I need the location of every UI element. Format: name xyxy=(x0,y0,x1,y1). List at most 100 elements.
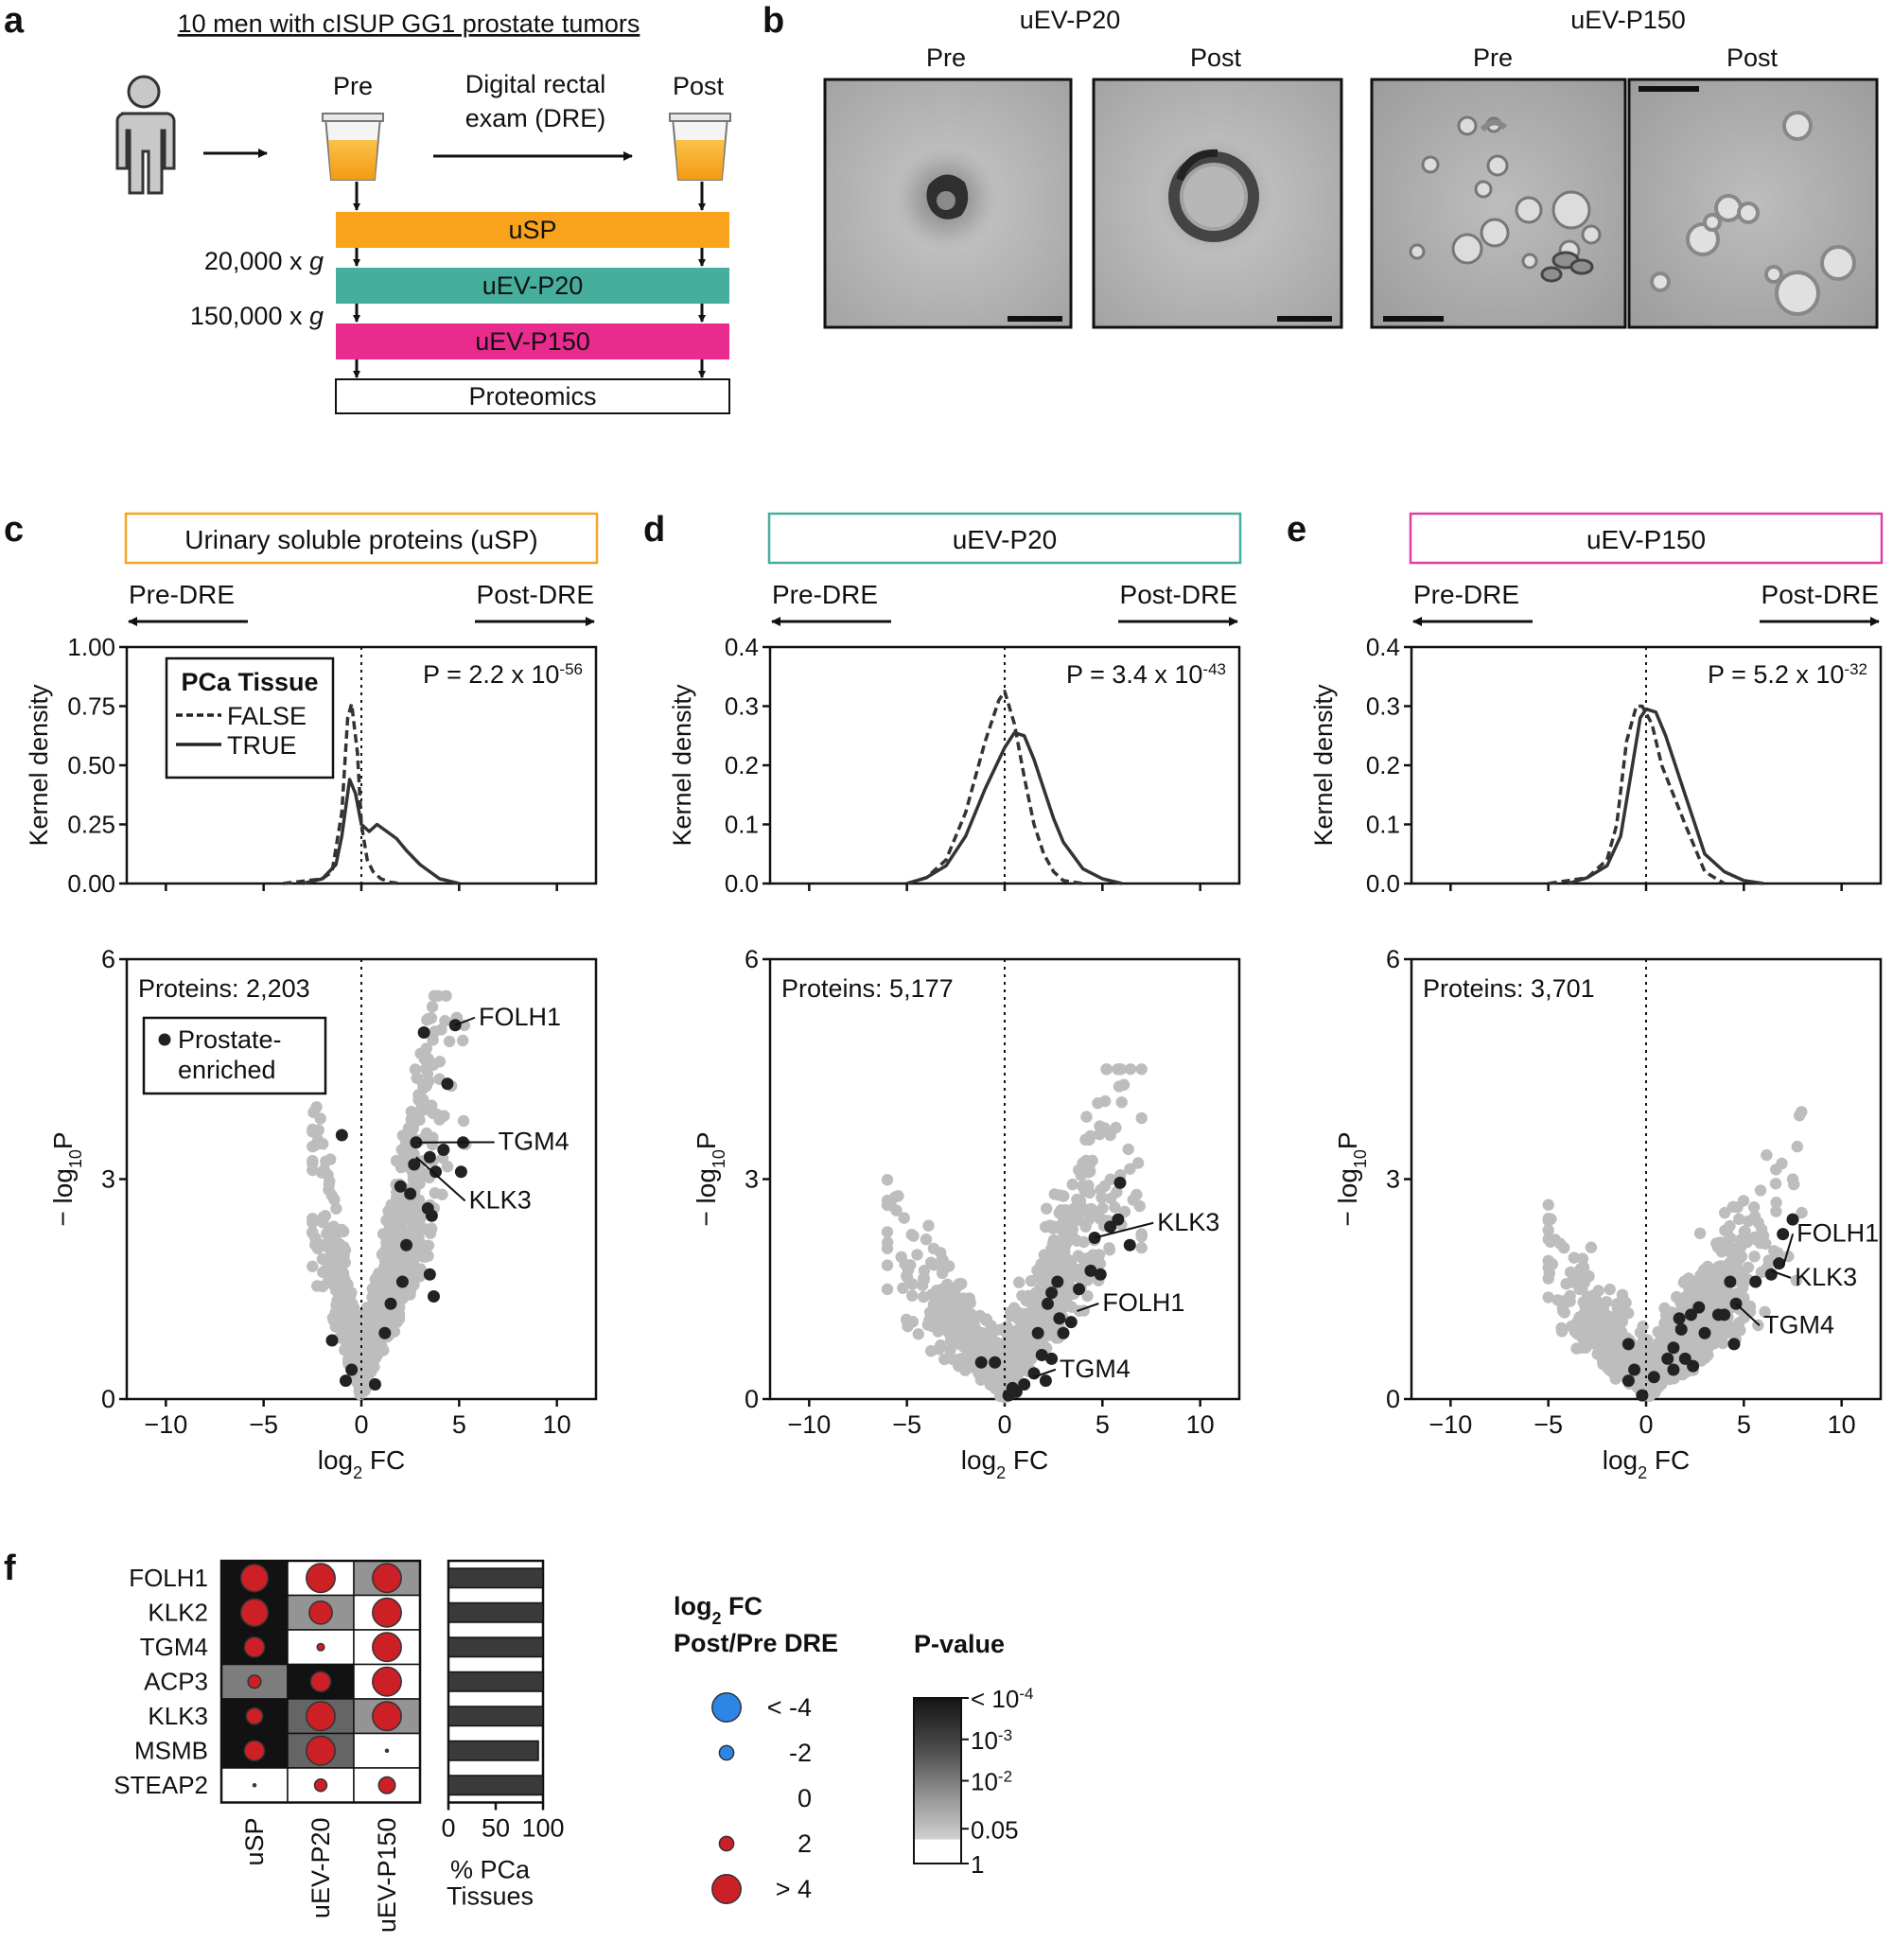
protein-point xyxy=(1699,1352,1711,1364)
protein-point xyxy=(1716,1337,1729,1350)
kde-legend-box xyxy=(165,656,335,779)
volcano-ylabel: − log10P xyxy=(1333,1131,1370,1226)
protein-point xyxy=(1055,1204,1067,1216)
protein-point xyxy=(1687,1341,1699,1355)
prostate-enriched-point xyxy=(1667,1363,1680,1376)
panel-letter-d: d xyxy=(643,510,665,550)
protein-point xyxy=(307,1213,319,1225)
volcano-xtick-label: 5 xyxy=(452,1410,466,1439)
process-bars: uSP uEV-P20 uEV-P150 Proteomics xyxy=(335,212,730,414)
protein-point xyxy=(1131,1157,1145,1169)
protein-point xyxy=(941,1278,954,1291)
protein-point xyxy=(1135,1231,1148,1243)
protein-point xyxy=(1013,1276,1025,1288)
protein-point xyxy=(402,1122,415,1134)
protein-point xyxy=(314,1112,326,1125)
protein-point xyxy=(1756,1223,1768,1235)
panel-header-title: Urinary soluble proteins (uSP) xyxy=(184,525,538,554)
volcano-xtick-label: 5 xyxy=(1737,1410,1751,1439)
volcano-ytick-label: 0 xyxy=(101,1385,115,1413)
protein-point xyxy=(1025,1274,1038,1287)
protein-point xyxy=(1038,1249,1051,1261)
prostate-enriched-point xyxy=(1027,1367,1041,1380)
size-legend-label: 0 xyxy=(798,1784,812,1812)
prostate-enriched-point xyxy=(404,1187,417,1200)
protein-point xyxy=(1606,1350,1620,1362)
pvalue-legend-title: P-value xyxy=(914,1630,1005,1658)
ylabel-part: − log xyxy=(692,1168,721,1227)
kde-pvalue: P = 2.2 x 10-56 xyxy=(423,660,583,690)
protein-point xyxy=(1105,1192,1117,1205)
pvalue-base: P = 2.2 x 10 xyxy=(423,660,559,689)
volcano-xtick-label: 0 xyxy=(1639,1410,1653,1439)
protein-point xyxy=(347,1337,360,1349)
panel-b: uEV-P20 uEV-P150 Pre Post Pre Post xyxy=(823,6,1879,329)
protein-point xyxy=(1748,1251,1761,1263)
protein-point xyxy=(967,1339,979,1352)
protein-point xyxy=(329,1247,342,1259)
pre-dre-label: Pre-DRE xyxy=(772,580,878,609)
protein-point xyxy=(1065,1265,1078,1277)
protein-point xyxy=(1747,1201,1761,1214)
g150-label: 150,000 x g xyxy=(190,302,324,330)
prostate-enriched-point xyxy=(368,1378,381,1391)
protein-point xyxy=(1542,1199,1554,1211)
prostate-enriched-point xyxy=(400,1238,413,1251)
panel-header-box xyxy=(124,512,599,565)
protein-point xyxy=(1094,1120,1106,1132)
prostate-enriched-point xyxy=(1647,1371,1660,1384)
panel-f: FOLH1 KLK2 TGM4 ACP3 KLK3 MSMB STEAP2 uSP uEV-P2… xyxy=(114,1559,1033,1934)
protein-point xyxy=(400,1212,412,1225)
size-legend-part: log xyxy=(674,1592,712,1620)
protein-point xyxy=(1583,1269,1595,1283)
kde-ytick-label: 0.1 xyxy=(725,811,759,839)
protein-point xyxy=(1047,1222,1060,1234)
protein-point xyxy=(1734,1234,1746,1246)
prostate-enriched-point xyxy=(384,1297,397,1310)
prostate-enriched-point xyxy=(1667,1341,1680,1355)
protein-point xyxy=(408,1279,420,1291)
protein-point xyxy=(1616,1349,1629,1362)
pvalue-exponent: -32 xyxy=(1844,660,1867,678)
protein-point xyxy=(881,1242,894,1254)
tem-image-p150-pre xyxy=(1370,78,1627,329)
protein-point xyxy=(1104,1129,1116,1142)
volcano-xtick-label: −5 xyxy=(1534,1410,1563,1439)
protein-point xyxy=(1564,1295,1576,1307)
protein-point xyxy=(1678,1275,1691,1287)
fold-change-dot xyxy=(372,1597,402,1628)
protein-point xyxy=(1542,1291,1554,1304)
volcano-xlabel: log2 FC xyxy=(961,1445,1049,1482)
protein-point xyxy=(1713,1236,1726,1250)
protein-point xyxy=(911,1249,923,1261)
protein-point xyxy=(1081,1289,1094,1303)
xlabel-part: log xyxy=(1603,1445,1638,1475)
prostate-enriched-point xyxy=(441,1077,454,1091)
gene-label-leader xyxy=(454,1016,476,1026)
protein-point xyxy=(994,1323,1007,1336)
protein-point xyxy=(1542,1224,1554,1236)
gene-label: KLK3 xyxy=(1157,1208,1219,1236)
tem-group-title-p20: uEV-P20 xyxy=(1020,6,1121,34)
prostate-enriched-point xyxy=(1041,1297,1054,1310)
panel-c: Urinary soluble proteins (uSP) Pre-DRE Pos… xyxy=(25,512,599,1482)
prostate-enriched-point xyxy=(429,1165,443,1179)
gene-label: KLK3 xyxy=(1795,1263,1857,1291)
volcano-xlabel: log2 FC xyxy=(318,1445,406,1482)
protein-point xyxy=(312,1134,324,1146)
heatmap-col-label: uEV-P150 xyxy=(373,1818,401,1934)
tem-image-p20-pre xyxy=(823,78,1073,329)
protein-point xyxy=(392,1306,405,1320)
protein-point xyxy=(396,1254,409,1267)
volcano-xtick-label: 0 xyxy=(997,1410,1011,1439)
protein-point xyxy=(405,1228,418,1241)
protein-point xyxy=(1791,1140,1804,1153)
protein-point xyxy=(426,1001,439,1013)
protein-point xyxy=(1790,1274,1803,1286)
size-legend-dot xyxy=(718,1835,735,1852)
protein-point xyxy=(901,1269,913,1283)
panel-header-title: uEV-P150 xyxy=(1586,525,1706,554)
protein-point xyxy=(1056,1265,1069,1278)
protein-point xyxy=(1066,1178,1078,1191)
pca-tissue-bar xyxy=(447,1567,544,1589)
